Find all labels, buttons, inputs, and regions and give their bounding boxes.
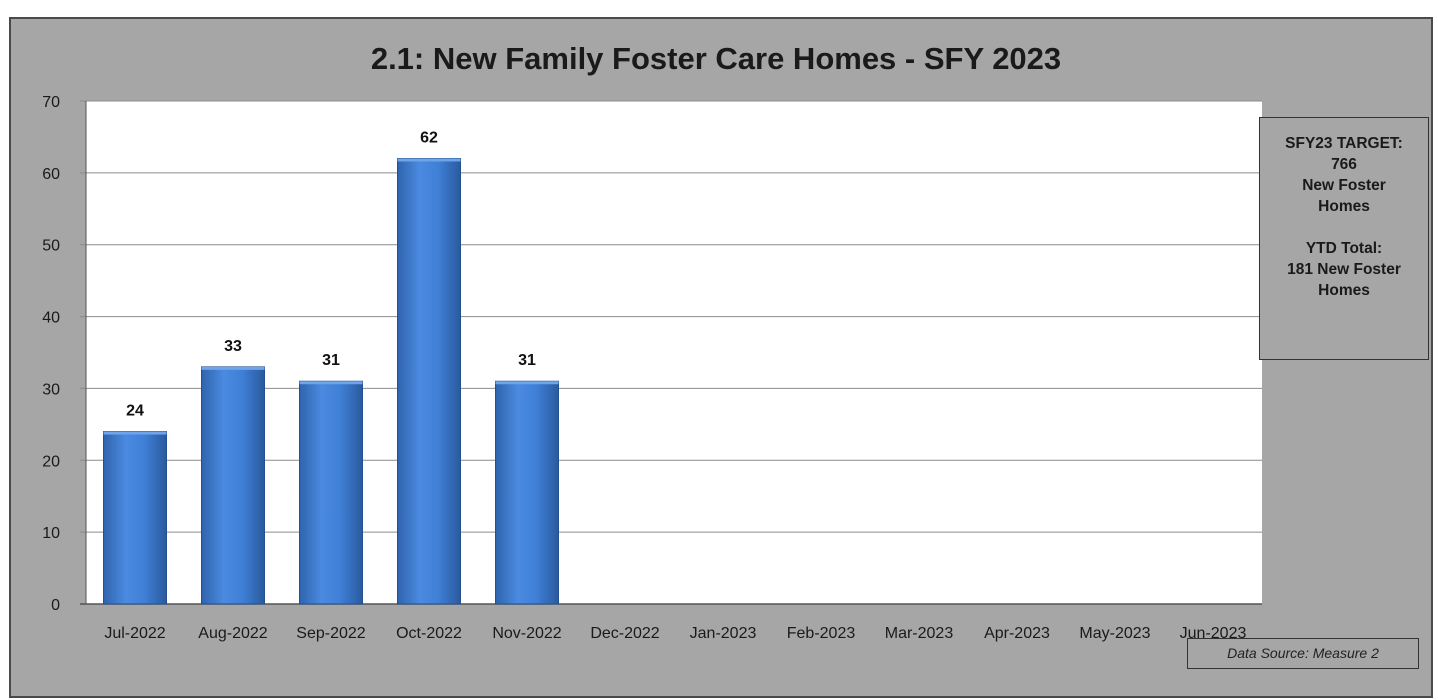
data-label: 31 xyxy=(322,352,340,369)
y-axis-ticks: 0 10 20 30 40 50 60 70 xyxy=(42,94,60,614)
bar-top-highlight xyxy=(397,158,461,162)
bar-oct-2022 xyxy=(397,157,461,605)
data-source-note: Data Source: Measure 2 xyxy=(1187,638,1419,669)
plot-area xyxy=(86,101,1262,604)
x-tick-label: Feb-2023 xyxy=(787,625,856,642)
x-tick-label: Mar-2023 xyxy=(885,625,954,642)
bar-top-highlight xyxy=(201,366,265,370)
x-tick-label: Apr-2023 xyxy=(984,625,1050,642)
data-labels: 24 33 31 62 31 xyxy=(126,129,536,419)
x-tick-label: Jan-2023 xyxy=(690,625,757,642)
target-value: 766 xyxy=(1331,156,1357,173)
y-tick-label: 20 xyxy=(42,453,60,470)
bars xyxy=(103,157,559,605)
ytd-heading: YTD Total: xyxy=(1305,240,1383,257)
bar-sep-2022 xyxy=(299,380,363,605)
target-unit-line2: Homes xyxy=(1318,198,1370,215)
bar-top-highlight xyxy=(299,381,363,385)
bar-nov-2022 xyxy=(495,380,559,605)
data-label: 62 xyxy=(420,129,438,146)
target-heading: SFY23 TARGET: xyxy=(1285,135,1403,152)
y-tick-label: 0 xyxy=(51,597,60,614)
x-tick-label: Jul-2022 xyxy=(104,625,165,642)
x-tick-label: Nov-2022 xyxy=(492,625,561,642)
chart-title: 2.1: New Family Foster Care Homes - SFY … xyxy=(370,41,1062,76)
data-label: 33 xyxy=(224,338,242,355)
ytd-value-line1: 181 New Foster xyxy=(1287,261,1401,278)
x-tick-label: Aug-2022 xyxy=(198,625,267,642)
y-tick-label: 60 xyxy=(42,166,60,183)
x-tick-label: Sep-2022 xyxy=(296,625,365,642)
x-tick-label: Jun-2023 xyxy=(1180,625,1247,642)
grid-lines xyxy=(80,100,1262,605)
y-tick-label: 50 xyxy=(42,238,60,255)
data-label: 31 xyxy=(518,352,536,369)
bar-jul-2022 xyxy=(103,431,167,605)
y-tick-label: 40 xyxy=(42,310,60,327)
target-summary-box: SFY23 TARGET: 766 New Foster Homes YTD T… xyxy=(1259,117,1429,360)
x-tick-label: Dec-2022 xyxy=(590,625,659,642)
data-label: 24 xyxy=(126,403,144,420)
ytd-value-line2: Homes xyxy=(1318,282,1370,299)
bar-aug-2022 xyxy=(201,366,265,605)
x-tick-label: May-2023 xyxy=(1079,625,1150,642)
x-tick-label: Oct-2022 xyxy=(396,625,462,642)
y-tick-label: 10 xyxy=(42,525,60,542)
bar-top-highlight xyxy=(103,431,167,435)
bar-top-highlight xyxy=(495,381,559,385)
target-unit-line1: New Foster xyxy=(1302,177,1386,194)
x-axis-ticks: Jul-2022 Aug-2022 Sep-2022 Oct-2022 Nov-2022… xyxy=(104,625,1246,642)
y-tick-label: 30 xyxy=(42,381,60,398)
y-tick-label: 70 xyxy=(42,94,60,111)
